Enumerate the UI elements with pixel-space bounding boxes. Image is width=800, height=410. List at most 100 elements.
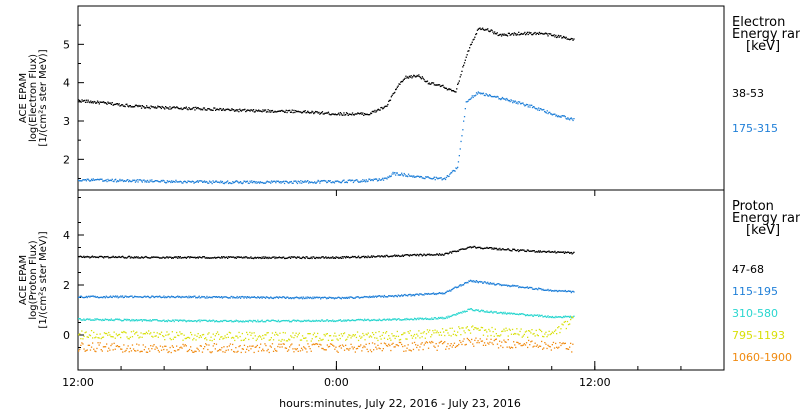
data-point <box>350 337 352 339</box>
data-point <box>256 344 258 347</box>
data-point <box>525 286 528 289</box>
data-point <box>123 105 125 107</box>
data-point <box>195 181 197 183</box>
data-point <box>529 32 531 35</box>
data-point <box>149 333 151 335</box>
data-point <box>406 254 408 256</box>
data-point <box>304 180 306 182</box>
data-point <box>169 256 171 258</box>
data-point <box>108 331 110 334</box>
data-point <box>215 109 217 111</box>
data-point <box>263 350 265 352</box>
data-point <box>237 350 239 352</box>
data-point <box>490 310 492 312</box>
data-point <box>352 348 354 350</box>
data-point <box>237 256 239 259</box>
data-point <box>511 100 513 102</box>
data-point <box>333 335 335 337</box>
data-point <box>530 341 532 343</box>
data-point <box>544 333 546 335</box>
data-point <box>419 337 421 339</box>
data-point <box>487 311 489 313</box>
data-point <box>333 181 335 183</box>
data-point <box>544 289 547 291</box>
data-point <box>99 296 101 298</box>
data-point <box>309 320 311 322</box>
data-point <box>339 256 342 259</box>
data-point <box>462 66 464 68</box>
data-point <box>89 180 91 182</box>
data-point <box>221 320 224 323</box>
data-point <box>280 296 282 299</box>
data-point <box>144 295 146 297</box>
data-point <box>433 84 435 86</box>
data-point <box>99 318 101 321</box>
data-point <box>529 330 531 332</box>
data-point <box>177 257 179 259</box>
data-point <box>366 296 368 298</box>
data-point <box>215 257 217 259</box>
data-point <box>527 346 529 349</box>
data-point <box>158 351 160 353</box>
data-point <box>116 103 119 105</box>
data-point <box>556 252 558 254</box>
data-point <box>183 345 185 347</box>
data-point <box>330 114 332 116</box>
data-point <box>240 339 242 342</box>
data-point <box>252 257 254 259</box>
data-point <box>349 320 351 322</box>
data-point <box>373 111 375 113</box>
data-point <box>213 338 215 340</box>
data-point <box>398 255 400 257</box>
data-point <box>169 106 171 108</box>
data-point <box>103 296 106 298</box>
data-point <box>531 314 533 316</box>
data-point <box>504 98 506 100</box>
data-point <box>220 320 222 322</box>
data-point <box>179 108 181 110</box>
data-point <box>252 109 255 111</box>
data-point <box>453 330 456 332</box>
data-point <box>482 309 485 312</box>
data-point <box>264 109 266 111</box>
data-point <box>422 177 424 179</box>
data-point <box>210 181 212 183</box>
data-point <box>385 344 388 347</box>
data-point <box>496 249 498 251</box>
data-point <box>292 297 294 299</box>
data-point <box>189 320 191 322</box>
data-point <box>131 257 133 259</box>
data-point <box>457 250 459 252</box>
data-point <box>548 345 550 348</box>
data-point <box>214 181 216 183</box>
data-point <box>376 295 379 297</box>
data-point <box>474 95 476 97</box>
data-point <box>205 109 207 111</box>
data-point <box>258 320 261 323</box>
data-point <box>193 106 195 109</box>
data-point <box>163 180 165 182</box>
data-point <box>103 296 105 298</box>
data-point <box>224 335 226 337</box>
data-point <box>366 334 368 336</box>
data-point <box>285 347 288 349</box>
data-point <box>550 33 552 35</box>
data-point <box>302 320 305 322</box>
data-point <box>496 32 498 34</box>
data-point <box>367 255 369 257</box>
data-point <box>388 295 390 297</box>
data-point <box>250 256 252 258</box>
data-point <box>466 310 468 312</box>
data-point <box>404 293 406 296</box>
data-point <box>444 317 446 320</box>
data-point <box>347 348 349 350</box>
data-point <box>482 92 485 94</box>
data-point <box>282 296 284 298</box>
data-point <box>320 180 322 182</box>
data-point <box>542 250 544 253</box>
data-point <box>191 320 193 322</box>
data-point <box>110 318 112 320</box>
data-point <box>403 78 405 80</box>
data-point <box>561 290 563 292</box>
data-point <box>568 251 570 253</box>
